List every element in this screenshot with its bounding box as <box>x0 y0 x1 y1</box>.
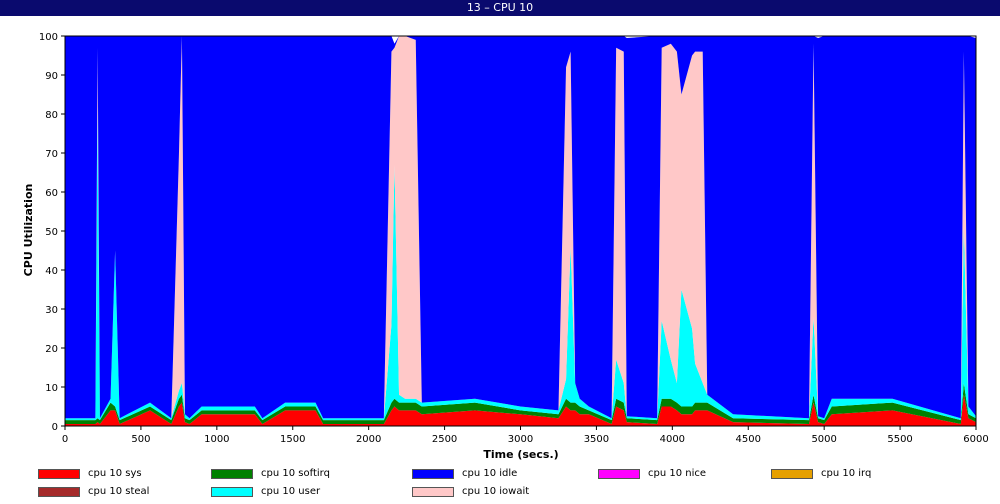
y-tick-label: 70 <box>45 149 58 160</box>
legend-label: cpu 10 steal <box>88 486 150 497</box>
y-axis-title: CPU Utilization <box>22 184 35 277</box>
y-tick-label: 10 <box>45 383 58 394</box>
series-area-cpu-10-idle <box>65 36 976 419</box>
y-tick-label: 50 <box>45 227 58 238</box>
y-tick-label: 0 <box>52 422 58 433</box>
legend-label: cpu 10 irq <box>821 468 872 479</box>
x-tick-label: 1500 <box>280 434 305 445</box>
x-tick-label: 6000 <box>963 434 988 445</box>
x-axis-title: Time (secs.) <box>483 448 558 461</box>
legend-label: cpu 10 user <box>261 486 321 497</box>
x-tick-label: 4500 <box>736 434 761 445</box>
x-tick-label: 0 <box>62 434 68 445</box>
x-tick-label: 2000 <box>356 434 381 445</box>
plot-area <box>65 36 976 426</box>
legend-label: cpu 10 nice <box>648 468 707 479</box>
legend-swatch-nice <box>598 469 640 479</box>
legend-label: cpu 10 sys <box>88 468 142 479</box>
x-tick-label: 3500 <box>584 434 609 445</box>
legend-swatch-steal <box>38 487 80 497</box>
window-title: 13 – CPU 10 <box>466 1 534 14</box>
y-tick-label: 20 <box>45 344 58 355</box>
legend-swatch-user <box>211 487 253 497</box>
legend-swatch-irq <box>771 469 813 479</box>
legend-label: cpu 10 idle <box>462 468 518 479</box>
x-tick-label: 5500 <box>887 434 912 445</box>
legend-label: cpu 10 softirq <box>261 468 330 479</box>
chart-legend: cpu 10 sys cpu 10 softirq cpu 10 idle cp… <box>0 464 1000 504</box>
x-tick-label: 500 <box>131 434 150 445</box>
y-tick-label: 100 <box>39 32 58 43</box>
legend-swatch-softirq <box>211 469 253 479</box>
y-tick-label: 80 <box>45 110 58 121</box>
x-tick-label: 3000 <box>508 434 533 445</box>
y-tick-label: 30 <box>45 305 58 316</box>
series-area-cpu-10-sys <box>65 394 976 426</box>
legend-swatch-sys <box>38 469 80 479</box>
legend-swatch-idle <box>412 469 454 479</box>
x-tick-label: 5000 <box>811 434 836 445</box>
x-tick-label: 2500 <box>432 434 457 445</box>
y-tick-label: 40 <box>45 266 58 277</box>
legend-label: cpu 10 iowait <box>462 486 530 497</box>
x-tick-label: 4000 <box>660 434 685 445</box>
window-title-bar: 13 – CPU 10 <box>0 0 1000 16</box>
legend-swatch-iowait <box>412 487 454 497</box>
y-tick-label: 60 <box>45 188 58 199</box>
y-tick-label: 90 <box>45 71 58 82</box>
x-tick-label: 1000 <box>204 434 229 445</box>
